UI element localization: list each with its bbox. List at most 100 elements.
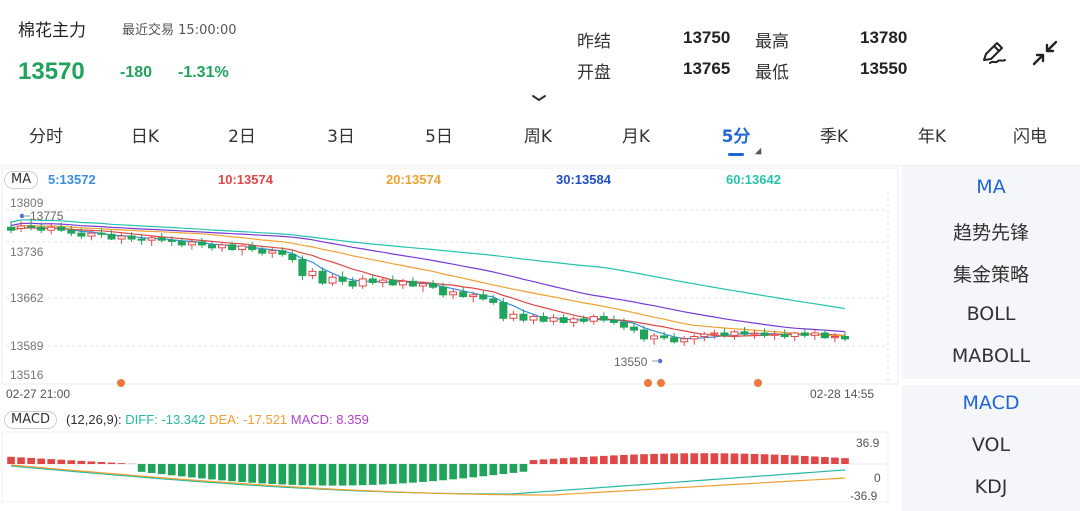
candle-body [459,291,468,298]
tab-2day[interactable]: 2日 [228,127,256,147]
macd-bar [800,455,809,464]
side-item-fund-strategy[interactable]: 集金策略 [952,264,1029,286]
tab-season-k[interactable]: 季K [819,127,849,147]
ma30-line [10,222,846,333]
candle-body [268,250,277,254]
macd-diff: DIFF: -13.342 [125,412,206,427]
event-marker-dot [117,379,125,387]
candle-body [358,278,367,287]
macd-bar [248,464,256,483]
candle-body [840,336,849,340]
side-item-maboll[interactable]: MABOLL [951,345,1031,367]
stat-value-open: 13765 [683,59,731,78]
ma20-line [10,224,845,337]
macd-bar [750,453,759,464]
macd-bar [509,464,518,473]
macd-bar [529,460,538,464]
tab-fenshi[interactable]: 分时 [29,127,63,147]
macd-bar [670,453,678,464]
macd-tick-label: 0 [874,471,881,485]
candle-body [489,298,498,303]
macd-params: (12,26,9): [66,412,122,427]
candle-body [408,280,417,287]
macd-bar [368,464,377,485]
tab-week-k[interactable]: 周K [523,127,553,147]
kline-chart[interactable] [0,0,900,511]
side-item-boll[interactable]: BOLL [966,303,1016,325]
macd-frame [1,431,889,503]
side-item-trend[interactable]: 趋势先锋 [952,222,1029,244]
macd-bar [489,464,498,476]
candle-body [368,278,377,283]
stat-value-low: 13550 [860,59,908,78]
macd-bar [831,457,839,464]
ma-tag[interactable]: MA [4,171,39,189]
macd-bar [409,464,417,483]
stat-label-low: 最低 [755,63,789,83]
candle-body [127,235,136,240]
candle-body [640,329,649,340]
side-item-macd[interactable]: MACD [962,392,1020,414]
side-item-ma[interactable]: MA [976,176,1006,198]
period-dropdown-icon[interactable] [754,147,762,155]
candle-body [47,226,56,231]
candle-body [218,244,227,249]
side-item-vol[interactable]: VOL [971,434,1011,456]
ma10-line [10,227,846,338]
macd-bar [147,464,156,473]
macd-bar [198,464,206,479]
macd-bar [178,464,186,477]
main-chart-frame [1,167,899,385]
candle-body [670,337,679,343]
candle-body [167,239,176,242]
macd-bar [218,464,226,481]
candle-body [248,245,257,251]
tab-year-k[interactable]: 年K [917,127,947,147]
high-marker-label: 13775 [30,209,64,223]
ma60-line [10,219,846,310]
macd-bar [57,459,66,464]
candle-body [117,235,126,240]
macd-bar [37,458,45,464]
y-tick-label: 13589 [10,339,44,353]
macd-bar [77,460,86,464]
candle-body [439,286,448,296]
macd-tag[interactable]: MACD [4,411,57,429]
draw-pen-icon[interactable] [976,36,1010,70]
y-tick-label: 13516 [10,368,44,382]
candle-body [619,321,628,328]
macd-legend: (12,26,9): DIFF: -13.342 DEA: -17.521 MA… [66,412,369,427]
candle-body [177,240,186,246]
macd-bar [258,464,267,484]
macd-bar [439,464,447,481]
x-start-label: 02-27 21:00 [6,387,71,401]
macd-bar [338,464,347,486]
candle-body [338,276,347,282]
macd-bar [821,456,829,464]
macd-bar [97,462,106,464]
tab-5day[interactable]: 5日 [425,127,453,147]
low-marker-label: 13550 [614,355,648,369]
macd-bar [630,454,638,464]
y-tick-label: 13662 [10,291,44,305]
collapse-arrows-icon[interactable] [1028,36,1062,70]
candle-body [469,294,478,298]
macd-bar [700,453,709,464]
candle-body [27,225,36,228]
chevron-down-icon[interactable] [530,88,548,107]
side-item-kdj[interactable]: KDJ [974,476,1008,498]
candle-body [207,244,216,249]
macd-bar [519,464,528,472]
candle-body [398,280,407,286]
tab-day-k[interactable]: 日K [130,127,160,147]
macd-bar [469,464,478,478]
tab-5min[interactable]: 5分 [721,127,751,147]
candle-body [418,283,427,287]
tab-3day[interactable]: 3日 [327,127,355,147]
candle-body [529,316,538,321]
tab-month-k[interactable]: 月K [621,127,651,147]
tab-flash[interactable]: 闪电 [1013,127,1047,147]
macd-value: MACD: 8.359 [290,412,369,427]
candle-body [680,338,689,343]
y-tick-label: 13736 [10,245,44,259]
